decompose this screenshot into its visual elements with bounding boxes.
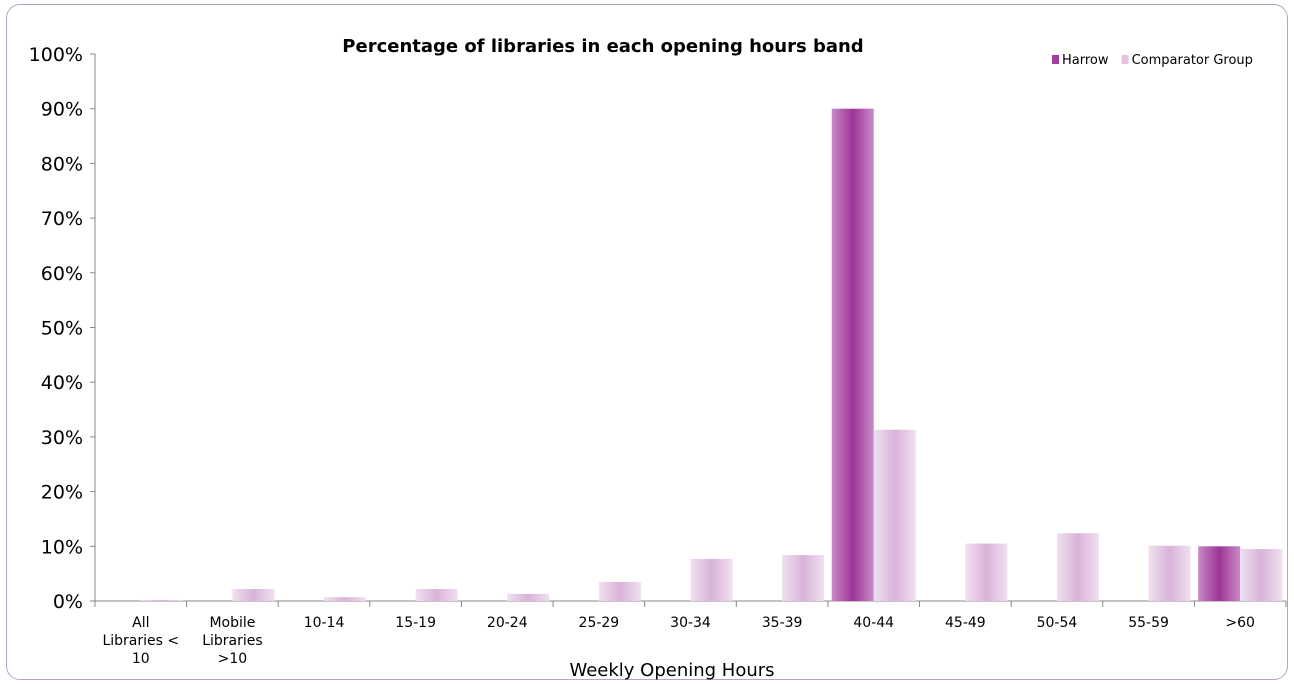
bar-comparator-group — [598, 581, 641, 601]
x-tick-label: >60 — [1225, 615, 1255, 631]
bar-comparator-group — [324, 597, 367, 601]
bar-comparator-group — [415, 588, 458, 601]
bar-comparator-group — [1056, 533, 1099, 601]
bar-harrow — [1198, 546, 1241, 601]
bar-comparator-group — [232, 588, 275, 601]
bar-comparator-group — [140, 599, 183, 601]
bars — [140, 108, 1283, 601]
y-tick-label: 90% — [41, 99, 83, 121]
x-tick-label: Mobile Libraries >10 — [202, 615, 262, 667]
legend: Harrow Comparator Group — [1052, 53, 1253, 68]
bar-comparator-group — [782, 555, 825, 601]
bar-comparator-group — [873, 429, 916, 601]
y-tick-label: 0% — [53, 591, 83, 613]
legend-swatch — [1121, 55, 1129, 64]
x-axis-label: Weekly Opening Hours — [569, 660, 774, 681]
legend-label: Harrow — [1062, 53, 1109, 68]
y-tick-label: 100% — [29, 44, 83, 66]
y-axis: 0% 10% 20% 30% 40% 50% 60% 70% 80% 90% 100% — [29, 44, 96, 613]
x-tick-label: 25-29 — [579, 615, 620, 631]
y-tick-label: 40% — [41, 372, 83, 394]
x-tick-label: 15-19 — [395, 615, 436, 631]
x-tick-label: 40-44 — [853, 615, 894, 631]
x-tick-label: 50-54 — [1037, 615, 1078, 631]
y-tick-label: 80% — [41, 153, 83, 175]
y-tick-label: 30% — [41, 427, 83, 449]
bar-comparator-group — [1240, 549, 1283, 601]
x-tick-label: 35-39 — [762, 615, 803, 631]
y-tick-label: 60% — [41, 263, 83, 285]
y-tick-label: 20% — [41, 482, 83, 504]
bar-comparator-group — [690, 558, 733, 601]
x-tick-label: 30-34 — [670, 615, 711, 631]
x-tick-label: 10-14 — [304, 615, 345, 631]
bar-comparator-group — [1148, 545, 1191, 601]
y-tick-label: 10% — [41, 536, 83, 558]
y-tick-label: 70% — [41, 208, 83, 230]
bar-comparator-group — [507, 593, 550, 601]
legend-label: Comparator Group — [1132, 53, 1253, 68]
x-tick-label: 20-24 — [487, 615, 528, 631]
y-tick-label: 50% — [41, 318, 83, 340]
legend-swatch — [1052, 55, 1059, 64]
chart-title: Percentage of libraries in each opening … — [342, 36, 863, 57]
bar-comparator-group — [965, 543, 1008, 601]
x-tick-label: All Libraries <10 — [102, 615, 179, 667]
x-tick-label: 55-59 — [1128, 615, 1169, 631]
x-axis: All Libraries <10 Mobile Libraries >10 10-14 1… — [94, 600, 1287, 667]
x-tick-label: 45-49 — [945, 615, 986, 631]
bar-harrow — [831, 108, 874, 601]
